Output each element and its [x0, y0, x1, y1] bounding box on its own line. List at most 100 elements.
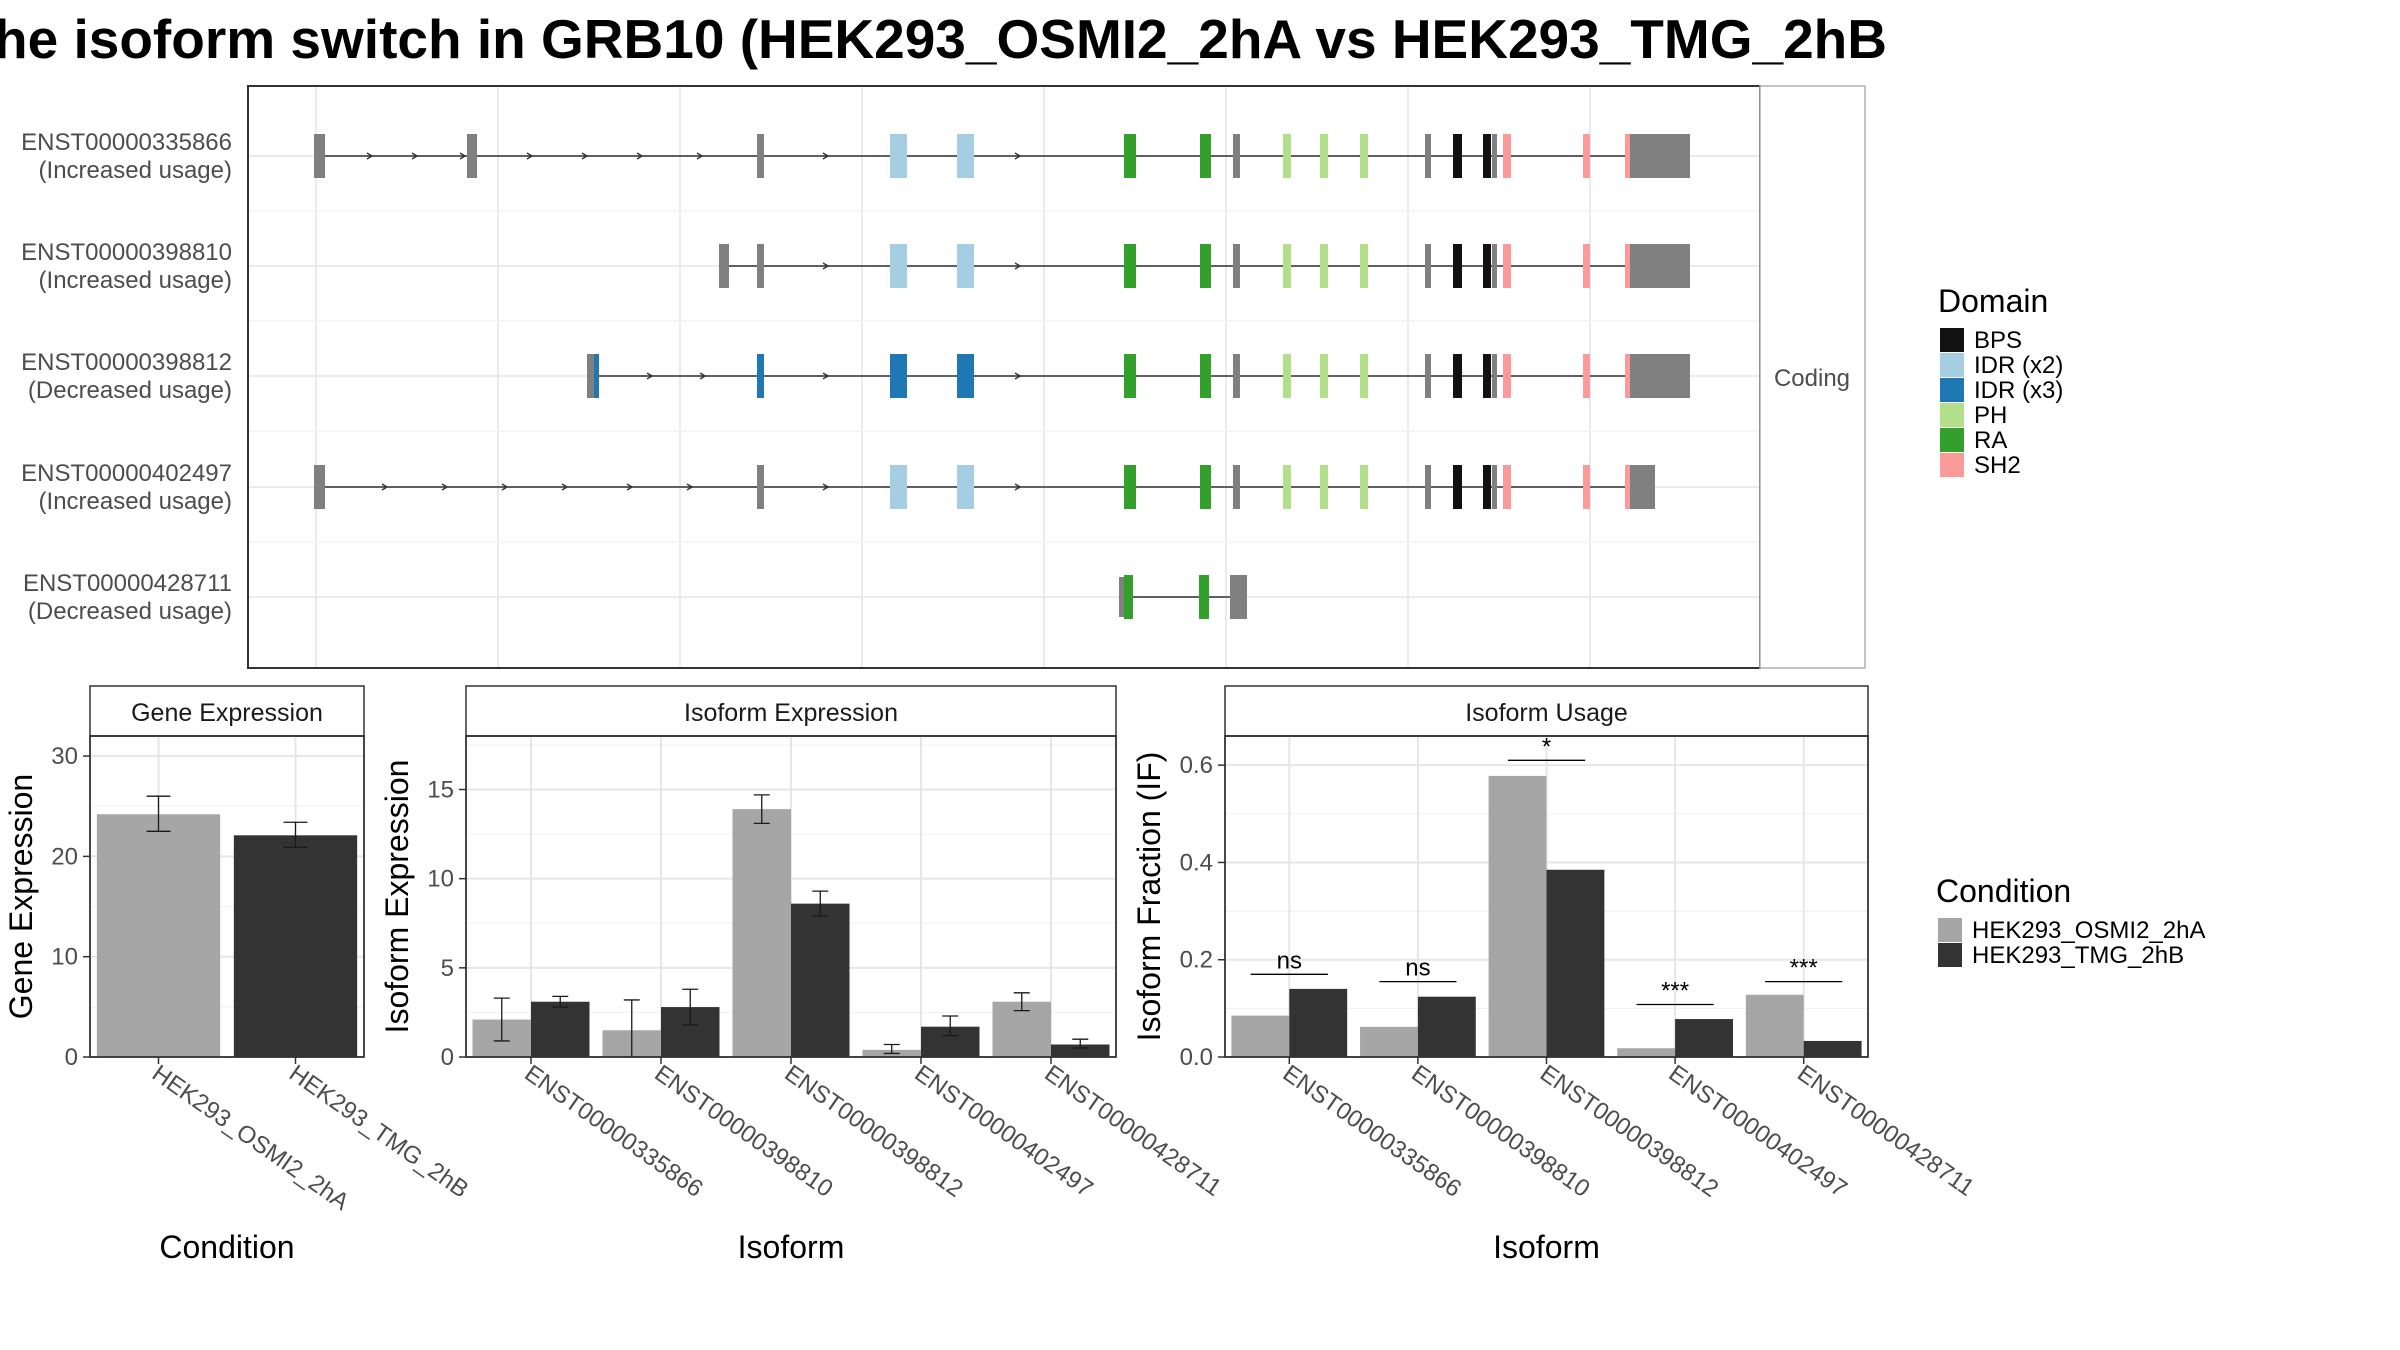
- bar: [1051, 1044, 1110, 1057]
- transcript-usage-label: (Decreased usage): [28, 598, 232, 625]
- domain-legend-key: [1940, 453, 1964, 477]
- bar: [1617, 1048, 1676, 1057]
- exon-domain: [898, 354, 907, 398]
- exon-ra: [1199, 575, 1209, 619]
- domain-legend-label: IDR (x2): [1974, 352, 2063, 379]
- exon-domain: [1492, 244, 1497, 288]
- strand-chevron: [441, 483, 449, 491]
- significance-label: *: [1542, 733, 1551, 760]
- y-axis-title: Isoform Fraction (IF): [1131, 752, 1167, 1042]
- exon-domain: [1503, 354, 1511, 398]
- transcript-usage-label: (Increased usage): [39, 267, 232, 294]
- strand-chevron: [636, 152, 644, 160]
- exon-domain: [1453, 244, 1462, 288]
- exon-domain: [1360, 465, 1368, 509]
- strand-chevron: [822, 262, 830, 270]
- condition-legend-title: Condition: [1936, 873, 2071, 909]
- exon-domain: [890, 354, 896, 398]
- bar: [1546, 869, 1605, 1057]
- exon-domain: [1233, 465, 1240, 509]
- domain-legend-key: [1940, 328, 1964, 352]
- exon: [594, 354, 599, 398]
- domain-legend-label: SH2: [1974, 452, 2021, 479]
- exon-domain: [1124, 354, 1136, 398]
- exon-utr-3prime: [1630, 354, 1690, 398]
- exon-domain: [1503, 465, 1511, 509]
- exon: [757, 244, 764, 288]
- exon-domain: [1492, 354, 1497, 398]
- y-tick-label: 0.2: [1180, 947, 1213, 974]
- exon-domain: [1425, 354, 1431, 398]
- domain-legend-label: RA: [1974, 427, 2007, 454]
- transcript-usage-label: (Increased usage): [39, 157, 232, 184]
- exon-domain: [1320, 354, 1328, 398]
- strand-chevron: [526, 152, 534, 160]
- figure-title: he isoform switch in GRB10 (HEK293_OSMI2…: [0, 8, 1887, 70]
- exon-domain: [1200, 354, 1211, 398]
- exon-domain: [894, 244, 900, 288]
- exon-domain: [1124, 244, 1136, 288]
- x-axis-title: Condition: [159, 1229, 294, 1265]
- bar: [1488, 775, 1547, 1057]
- y-tick-label: 10: [427, 866, 454, 893]
- domain-legend-key: [1940, 403, 1964, 427]
- exon-domain: [894, 134, 900, 178]
- condition-legend-label: HEK293_OSMI2_2hA: [1972, 917, 2205, 944]
- y-axis-title: Gene Expression: [3, 774, 39, 1019]
- exon-domain: [1233, 134, 1240, 178]
- exon-domain: [1283, 244, 1291, 288]
- exon-domain: [1583, 354, 1590, 398]
- strand-chevron: [822, 152, 830, 160]
- strand-chevron: [1014, 483, 1022, 491]
- exon-domain: [898, 244, 907, 288]
- strand-chevron: [459, 152, 467, 160]
- exon-domain: [1200, 134, 1211, 178]
- exon-utr-3prime: [1630, 465, 1655, 509]
- strand-chevron: [822, 372, 830, 380]
- domain-legend-label: IDR (x3): [1974, 377, 2063, 404]
- exon-domain: [890, 244, 896, 288]
- exon-domain: [1625, 465, 1631, 509]
- exon-domain: [898, 465, 907, 509]
- exon-domain: [957, 134, 965, 178]
- exon-domain: [890, 134, 896, 178]
- y-tick-label: 5: [441, 955, 454, 982]
- exon-domain: [898, 134, 907, 178]
- exon-domain: [1200, 465, 1211, 509]
- y-tick-label: 0.4: [1180, 849, 1213, 876]
- bar: [233, 835, 358, 1057]
- exon-domain: [1360, 354, 1368, 398]
- exon-domain: [1124, 465, 1136, 509]
- panel-strip: [89, 685, 365, 737]
- strand-chevron: [561, 483, 569, 491]
- y-tick-label: 0.6: [1180, 752, 1213, 779]
- exon-domain: [1453, 354, 1462, 398]
- transcript-usage-label: (Increased usage): [39, 488, 232, 515]
- exon-domain: [1625, 354, 1631, 398]
- strand-chevron: [1014, 262, 1022, 270]
- bar: [531, 1001, 590, 1057]
- strand-chevron: [581, 152, 589, 160]
- exon-domain: [1483, 244, 1491, 288]
- condition-legend-key: [1938, 918, 1962, 942]
- exon-domain: [1625, 134, 1631, 178]
- bar: [1289, 988, 1348, 1057]
- strand-chevron: [696, 152, 704, 160]
- exon-domain: [1483, 465, 1491, 509]
- bar: [791, 903, 850, 1057]
- exon-domain: [1124, 134, 1136, 178]
- panel-strip-title: Gene Expression: [131, 699, 323, 727]
- exon-domain: [1320, 244, 1328, 288]
- exon: [757, 354, 764, 398]
- exon: [314, 134, 325, 178]
- significance-label: ns: [1405, 955, 1430, 982]
- exon-domain: [1583, 244, 1590, 288]
- y-tick-label: 30: [51, 743, 78, 770]
- transcript-id-label: ENST00000428711: [23, 570, 232, 597]
- exon-utr: [1119, 577, 1125, 617]
- panel-strip: [1224, 685, 1869, 737]
- domain-legend-label: BPS: [1974, 327, 2022, 354]
- panel-strip: [465, 685, 1117, 737]
- x-axis-title: Isoform: [738, 1229, 845, 1265]
